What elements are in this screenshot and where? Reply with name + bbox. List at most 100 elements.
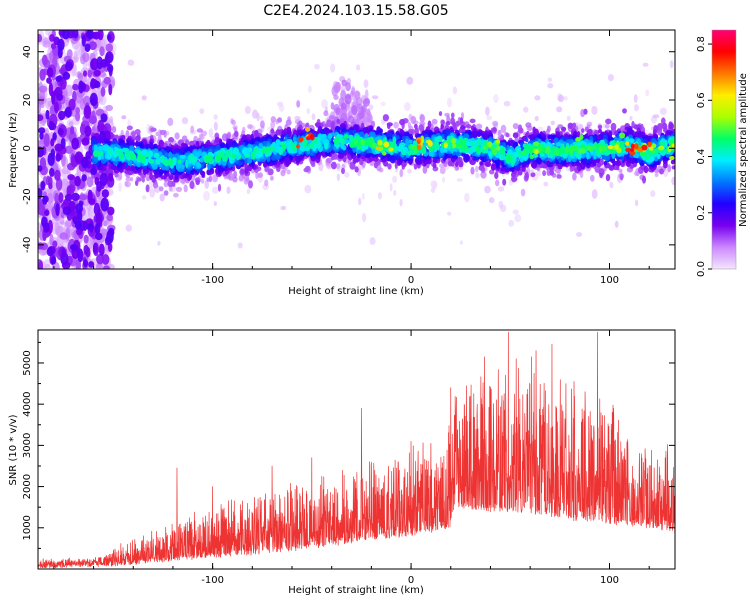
spectrogram-cell [159, 186, 164, 192]
spectrogram-cell [135, 135, 141, 142]
spectrogram-cell [455, 161, 459, 168]
spectrogram-cell [106, 214, 113, 222]
spectrogram-cell [586, 129, 592, 135]
spectrogram-cell [572, 172, 577, 181]
spectrogram-cell [357, 103, 363, 110]
spectrogram-cell [193, 135, 198, 142]
spectrogram-cell [149, 141, 154, 150]
spectrogram-cell [74, 220, 82, 230]
spectrogram-cell [55, 203, 60, 217]
spectrogram-cell [204, 179, 209, 189]
spectrogram-cell [497, 186, 505, 192]
spectrogram-cell [330, 102, 335, 110]
spectrogram-cell [408, 139, 413, 144]
spectrogram-cell [430, 180, 438, 189]
spectrogram-cell [361, 193, 365, 200]
spectrogram-cell [41, 54, 48, 66]
spectrogram-cell [83, 70, 87, 77]
spectrogram-cell [610, 122, 617, 131]
spectrogram-cell [615, 166, 620, 171]
spectrogram-cell [68, 98, 76, 111]
spectrogram-cell [393, 121, 399, 129]
spectrogram-cell [387, 163, 392, 170]
spectrogram-cell [141, 95, 147, 101]
spectrogram-cell [277, 117, 282, 123]
spectrogram-cell [89, 92, 98, 106]
spectrogram-cell [44, 264, 51, 269]
spectrogram-cell [85, 223, 95, 230]
spectrogram-cell [485, 161, 492, 167]
spectrogram-cell [425, 126, 430, 131]
spectrogram-cell [495, 159, 500, 168]
spectrogram-cell [120, 129, 124, 136]
spectrogram-cell [270, 175, 274, 181]
spectrogram-cell [203, 190, 210, 201]
spectrogram-cell [189, 140, 194, 147]
spectrogram-cell [567, 122, 574, 129]
spectrogram-cell [59, 232, 68, 240]
spectrogram-cell [406, 76, 414, 85]
spectrogram-cell [389, 183, 393, 192]
spectrogram-cell [341, 79, 348, 87]
spectrogram-cell [195, 179, 200, 186]
spectrogram-cell [142, 195, 147, 200]
spectrogram-cell [368, 104, 374, 111]
spectrogram-cell [479, 161, 484, 166]
spectrogram-cell [494, 171, 499, 180]
spectrogram-cell [563, 96, 568, 101]
spectrogram-cell [217, 164, 222, 174]
spectrogram-cell [439, 167, 446, 175]
spectrogram-cell [150, 127, 157, 132]
spectrogram-cell [591, 189, 598, 199]
spectrogram-cell [447, 211, 452, 216]
spectrogram-cell [523, 106, 529, 113]
spectrogram-cell [546, 160, 552, 168]
spectrogram-cell [422, 165, 428, 174]
spectrogram-cell [356, 64, 361, 71]
spectrogram-cell [58, 110, 66, 121]
spectrogram-cell [71, 137, 80, 150]
spectrogram-cell [525, 138, 529, 143]
spectrogram-cell [82, 52, 90, 63]
spectrogram-cell [452, 121, 456, 128]
spectrogram-cell [83, 259, 89, 268]
spectrogram-cell [51, 91, 56, 105]
spectrogram-cell [581, 128, 585, 134]
spectrogram-cell [485, 106, 490, 116]
spectrogram-cell [190, 125, 195, 133]
spectrogram-cell [62, 71, 71, 80]
spectrogram-cell [495, 179, 500, 187]
spectrogram-cell [348, 129, 353, 135]
spectrogram-cell [105, 51, 114, 64]
spectrogram-cell [475, 172, 480, 179]
spectrogram-cell [55, 153, 61, 162]
spectrogram-cell [50, 138, 55, 147]
spectrogram-cell [363, 98, 370, 107]
spectrogram-cell [75, 107, 80, 114]
spectrogram-cell [500, 124, 507, 134]
spectrogram-cell [39, 68, 46, 81]
spectrogram-cell [331, 161, 337, 170]
spectrogram-cell [618, 168, 623, 173]
spectrogram-cell [326, 157, 333, 164]
spectrogram-cell [336, 173, 341, 182]
spectrogram-cell [168, 174, 174, 180]
spectrogram-cell [643, 165, 649, 174]
spectrogram-cell [614, 220, 619, 228]
spectrogram-cell [72, 30, 79, 39]
spectrogram-cell [159, 193, 165, 202]
spectrogram-cell [533, 128, 539, 136]
spectrogram-cell [62, 206, 72, 216]
spectrogram-cell [642, 175, 646, 184]
spectrogram-cell [108, 83, 113, 96]
spectrogram-cell [233, 170, 238, 179]
spectrogram-cell [175, 186, 183, 192]
spectrogram-cell [498, 200, 504, 209]
spectrogram-cell [60, 252, 69, 266]
spectrogram-cell [163, 190, 169, 196]
spectrogram-cell [518, 127, 524, 134]
spectrogram-cell [359, 159, 364, 166]
spectrogram-cell [38, 140, 46, 148]
spectrogram-cell [459, 240, 463, 245]
spectrogram-cell [38, 102, 42, 114]
